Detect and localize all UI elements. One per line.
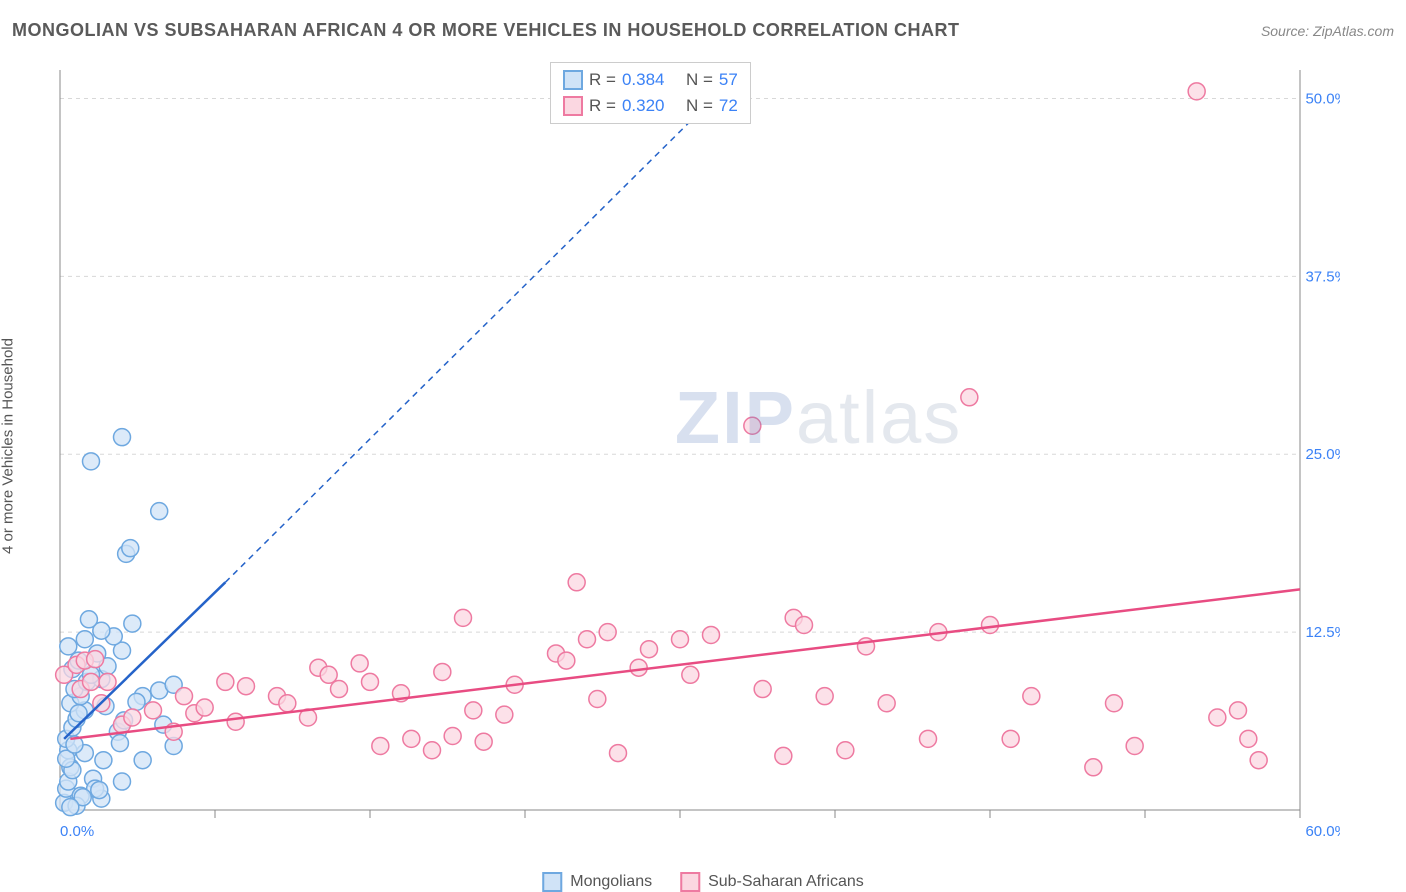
legend-n-value: 72 [719,93,738,119]
legend-r-label: R = [589,67,616,93]
legend-item-label: Mongolians [570,873,652,891]
y-axis-label: 4 or more Vehicles in Household [0,338,17,554]
svg-text:12.5%: 12.5% [1305,624,1340,641]
legend-r-value: 0.384 [622,67,665,93]
legend-n-label: N = [686,93,713,119]
legend-swatch-icon [680,872,700,892]
legend-row: R = 0.384 N = 57 [563,67,738,93]
legend-swatch-icon [563,96,583,116]
legend-swatch-icon [542,872,562,892]
legend-series: Mongolians Sub-Saharan Africans [542,872,863,892]
legend-row: R = 0.320 N = 72 [563,93,738,119]
legend-n-label: N = [686,67,713,93]
legend-swatch-icon [563,70,583,90]
svg-text:37.5%: 37.5% [1305,268,1340,285]
chart-source: Source: ZipAtlas.com [1261,23,1394,39]
chart-header: MONGOLIAN VS SUBSAHARAN AFRICAN 4 OR MOR… [12,20,1394,41]
chart-area: 12.5% 25.0% 37.5% 50.0% 0.0% 60.0% [50,60,1340,844]
chart-title: MONGOLIAN VS SUBSAHARAN AFRICAN 4 OR MOR… [12,20,960,41]
chart-svg: 12.5% 25.0% 37.5% 50.0% 0.0% 60.0% [50,60,1340,844]
legend-correlation: R = 0.384 N = 57 R = 0.320 N = 72 [550,62,751,124]
svg-text:60.0%: 60.0% [1305,823,1340,840]
svg-text:0.0%: 0.0% [60,823,94,840]
legend-item-label: Sub-Saharan Africans [708,873,864,891]
legend-item: Sub-Saharan Africans [680,872,864,892]
svg-text:25.0%: 25.0% [1305,446,1340,463]
legend-r-value: 0.320 [622,93,665,119]
legend-n-value: 57 [719,67,738,93]
svg-text:50.0%: 50.0% [1305,90,1340,107]
legend-item: Mongolians [542,872,652,892]
legend-r-label: R = [589,93,616,119]
